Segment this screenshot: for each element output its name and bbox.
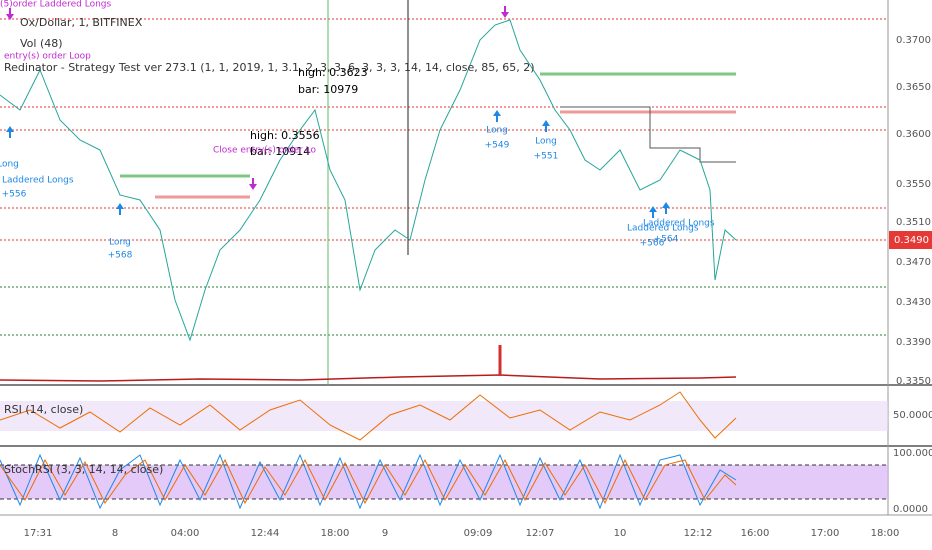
annotation: high: 0.3556	[250, 129, 320, 142]
time-label: 17:31	[24, 528, 53, 539]
stoch-band	[0, 465, 888, 499]
annotation: bar: 10914	[250, 145, 310, 158]
long-arrow	[116, 203, 124, 215]
time-label: 18:00	[871, 528, 900, 539]
annotation: +556	[2, 190, 27, 200]
long-arrow	[493, 110, 501, 122]
long-arrow	[662, 202, 670, 214]
time-label: 18:00	[321, 528, 350, 539]
rsi-band	[0, 401, 888, 431]
current-price: 0.3490	[894, 235, 929, 246]
rsi-label: 50.0000	[893, 410, 932, 421]
price-label: 0.3600	[896, 129, 931, 140]
annotation: Long	[486, 126, 508, 136]
price-path	[0, 19, 737, 342]
time-label: 16:00	[741, 528, 770, 539]
time-label: 09:09	[464, 528, 493, 539]
time-label: 12:12	[684, 528, 713, 539]
time-label: 17:00	[811, 528, 840, 539]
levels	[0, 18, 888, 336]
long-arrow	[6, 126, 14, 138]
stoch-title: StochRSI (3, 3, 14, 14, close)	[4, 463, 163, 476]
price-label: 0.3390	[896, 337, 931, 348]
entry-arrows	[6, 110, 670, 218]
annotation: +566	[640, 239, 665, 249]
current-price-tag	[889, 231, 932, 249]
time-label: 10	[614, 528, 627, 539]
time-label: 12:07	[526, 528, 555, 539]
annotation: Laddered Longs	[627, 224, 699, 234]
exit-arrow	[501, 6, 509, 18]
annotation: Long	[109, 238, 131, 248]
stoch-label: 100.0000	[893, 448, 932, 459]
price-label: 0.3550	[896, 179, 931, 190]
rsi-title: RSI (14, close)	[4, 403, 83, 416]
rsi-line	[0, 391, 737, 441]
time-label: 12:44	[251, 528, 280, 539]
annotation: +564	[654, 235, 679, 245]
exit-arrow	[6, 8, 14, 20]
annotation: Long	[0, 160, 19, 170]
time-label: 9	[382, 528, 388, 539]
annotation: Long	[535, 137, 557, 147]
annotation: +551	[534, 152, 559, 162]
annotation: bar: 10979	[298, 83, 358, 96]
strategy-label: Redinator - Strategy Test ver 273.1 (1, …	[4, 61, 535, 74]
volume-line	[0, 374, 737, 382]
long-arrow	[542, 120, 550, 132]
annotation: Laddered Longs	[643, 219, 715, 229]
stoch-d	[0, 458, 737, 505]
annotation: Close entry(s) order Lo	[213, 146, 316, 156]
exit-arrow	[249, 178, 257, 190]
exit-arrows	[6, 6, 509, 190]
symbol: Ox/Dollar, 1, BITFINEX	[20, 16, 143, 29]
price-label: 0.3430	[896, 297, 931, 308]
stop-step	[560, 106, 736, 163]
volume-label: Vol (48)	[20, 37, 63, 50]
price-label: 0.3470	[896, 257, 931, 268]
stoch-k	[0, 453, 737, 510]
annotation: +568	[108, 251, 133, 261]
price-label: 0.3650	[896, 82, 931, 93]
top-note: (5)order Laddered Longs	[0, 0, 111, 10]
annotation: +549	[485, 141, 510, 151]
time-label: 04:00	[171, 528, 200, 539]
time-label: 8	[112, 528, 118, 539]
price-label: 0.3700	[896, 35, 931, 46]
stoch-label: 0.0000	[893, 504, 928, 515]
price-label: 0.3510	[896, 217, 931, 228]
long-arrow	[649, 206, 657, 218]
annotation: high: 0.3623	[298, 66, 368, 79]
annotation: Laddered Longs	[2, 176, 74, 186]
price-label: 0.3350	[896, 376, 931, 387]
entry-note: entry(s) order Loop	[4, 52, 91, 62]
